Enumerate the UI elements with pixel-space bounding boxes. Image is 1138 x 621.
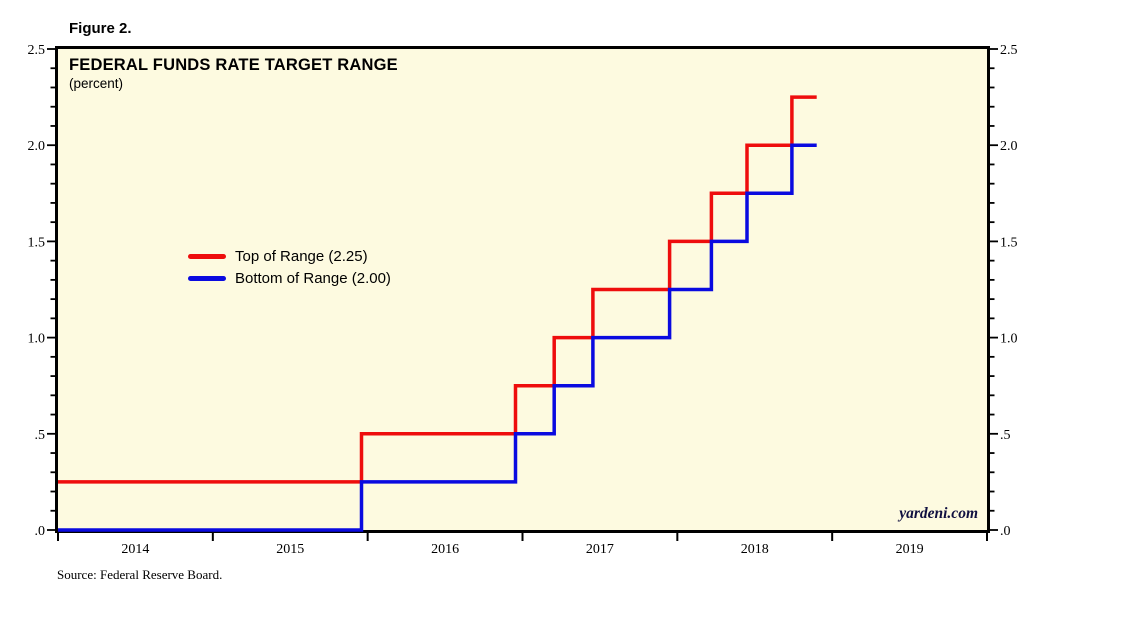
figure-label: Figure 2. — [69, 20, 132, 37]
bottom-of-range-line-swatch — [188, 275, 226, 281]
y-axis-label-right: 2.5 — [1000, 43, 1018, 58]
x-axis-label: 2016 — [431, 542, 459, 557]
top-of-range-line-swatch — [188, 253, 226, 259]
chart-title: FEDERAL FUNDS RATE TARGET RANGE — [69, 56, 398, 74]
y-axis-label-right: .0 — [1000, 524, 1011, 539]
legend-item-bottom-of-range: Bottom of Range (2.00) — [188, 267, 391, 289]
series-line-top-of-range-2-25 — [58, 95, 817, 484]
plot-background — [57, 48, 988, 531]
plot-border — [55, 46, 990, 533]
x-axis-label: 2019 — [896, 542, 924, 557]
x-axis-label: 2017 — [586, 542, 614, 557]
y-axis-label-right: 2.0 — [1000, 139, 1018, 154]
y-axis-label-right: .5 — [1000, 428, 1011, 443]
watermark-yardeni: yardeni.com — [899, 505, 978, 522]
x-axis-label: 2014 — [121, 542, 149, 557]
y-axis-label-left: 2.5 — [28, 43, 46, 58]
legend: Top of Range (2.25) Bottom of Range (2.0… — [188, 245, 391, 289]
y-axis-label-right: 1.5 — [1000, 235, 1018, 250]
y-axis-label-left: 2.0 — [28, 139, 46, 154]
legend-label: Top of Range (2.25) — [235, 247, 368, 265]
y-axis-label-left: .0 — [35, 524, 46, 539]
x-axis-label: 2018 — [741, 542, 769, 557]
x-axis-label: 2015 — [276, 542, 304, 557]
chart-subtitle: (percent) — [69, 76, 124, 91]
y-axis-label-left: 1.0 — [28, 332, 46, 347]
series-line-bottom-of-range-2-00 — [58, 143, 817, 532]
y-axis-label-left: .5 — [35, 428, 46, 443]
y-axis-label-left: 1.5 — [28, 235, 46, 250]
source-note: Source: Federal Reserve Board. — [57, 567, 223, 582]
legend-item-top-of-range: Top of Range (2.25) — [188, 245, 391, 267]
legend-label: Bottom of Range (2.00) — [235, 269, 391, 287]
y-axis-label-right: 1.0 — [1000, 332, 1018, 347]
